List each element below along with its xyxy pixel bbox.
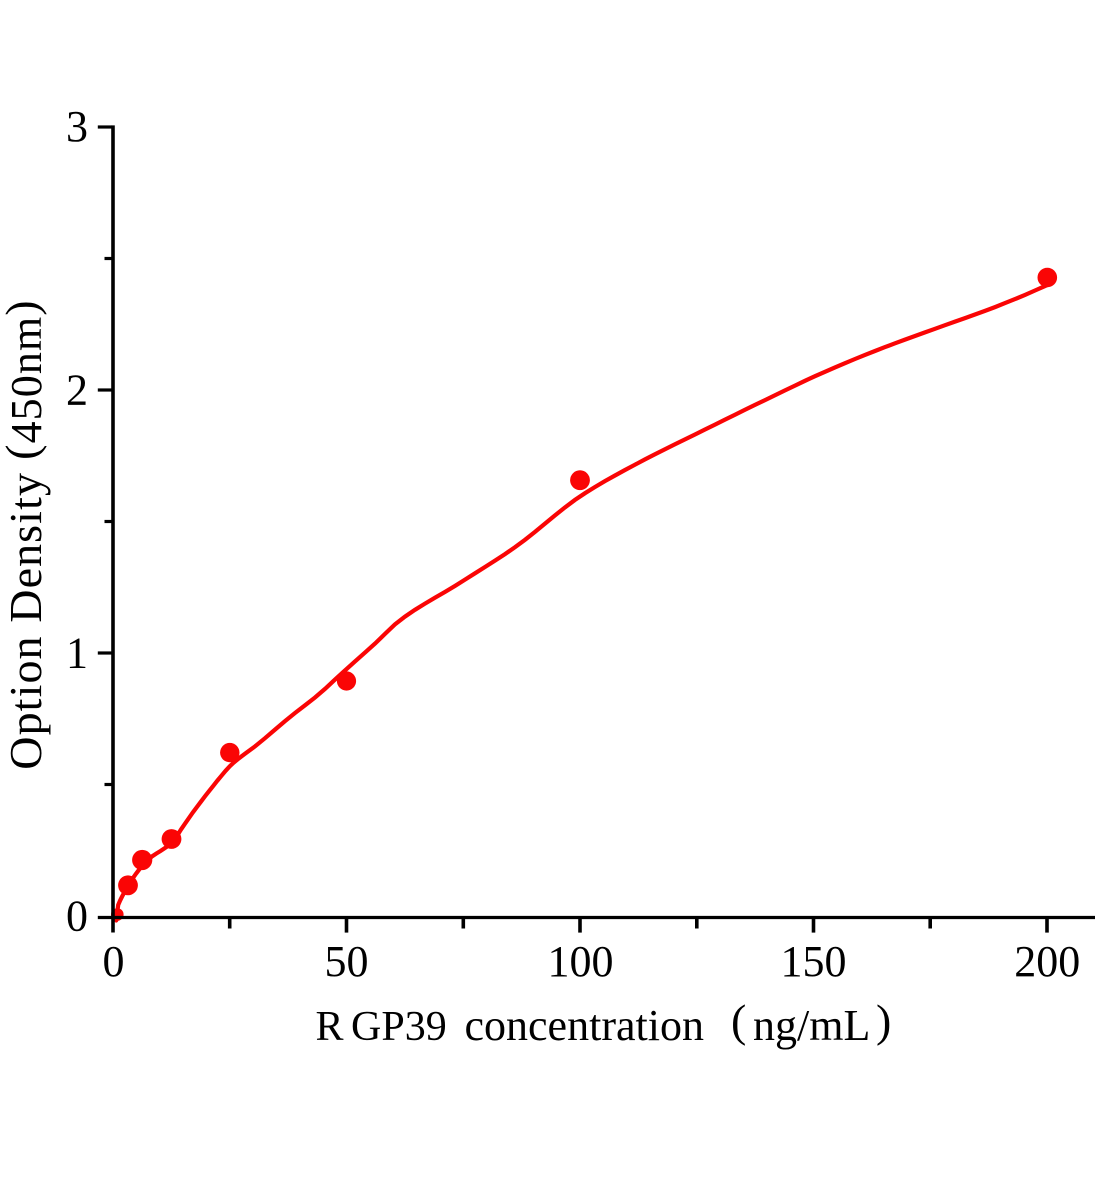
svg-text:Option Density (450nm): Option Density (450nm) [0,299,51,769]
svg-text:0: 0 [66,892,88,941]
svg-text:50: 50 [325,937,369,986]
svg-text:150: 150 [781,937,847,986]
svg-text:2: 2 [66,366,88,415]
svg-text:1: 1 [66,629,88,678]
svg-text:3: 3 [66,102,88,151]
svg-text:200: 200 [1014,937,1080,986]
svg-text:100: 100 [548,937,614,986]
svg-text:0: 0 [103,937,125,986]
